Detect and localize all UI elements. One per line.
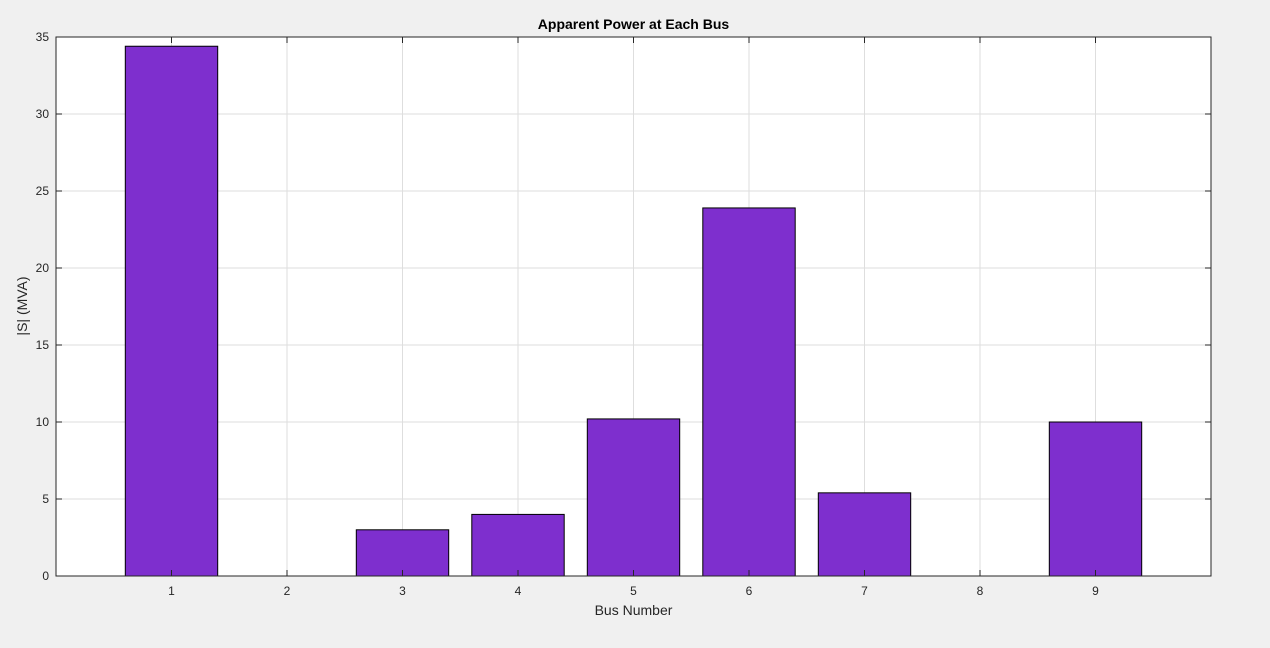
x-tick-label: 8 <box>977 584 984 598</box>
x-axis-label: Bus Number <box>595 602 673 618</box>
y-tick-label: 5 <box>42 492 49 506</box>
bar-bus-6 <box>702 207 796 577</box>
y-tick-label: 35 <box>36 30 50 44</box>
y-tick-labels: 0 5 10 15 20 25 30 35 <box>36 30 50 583</box>
y-axis-label: |S| (MVA) <box>14 276 30 335</box>
y-tick-label: 20 <box>36 261 50 275</box>
bar-bus-3 <box>355 529 450 577</box>
y-tick-label: 15 <box>36 338 50 352</box>
x-tick-label: 7 <box>861 584 868 598</box>
x-tick-label: 2 <box>284 584 291 598</box>
bar-bus-4 <box>471 513 565 577</box>
x-tick-label: 5 <box>630 584 637 598</box>
y-tick-label: 0 <box>42 569 49 583</box>
bar-bus-5 <box>586 418 681 577</box>
x-tick-label: 9 <box>1092 584 1099 598</box>
bar-bus-1 <box>124 45 219 577</box>
y-tick-label: 10 <box>36 415 50 429</box>
bars-group <box>124 45 1143 577</box>
bar-bus-7 <box>817 492 912 577</box>
bar-bus-9 <box>1048 421 1143 577</box>
y-tick-label: 30 <box>36 107 50 121</box>
x-tick-label: 1 <box>168 584 175 598</box>
chart-title: Apparent Power at Each Bus <box>538 16 730 32</box>
x-tick-label: 3 <box>399 584 406 598</box>
x-tick-label: 4 <box>515 584 522 598</box>
tick-marks <box>56 36 1211 577</box>
y-tick-label: 25 <box>36 184 50 198</box>
x-tick-labels: 1 2 3 4 5 6 7 8 9 <box>168 584 1099 598</box>
x-tick-label: 6 <box>746 584 753 598</box>
